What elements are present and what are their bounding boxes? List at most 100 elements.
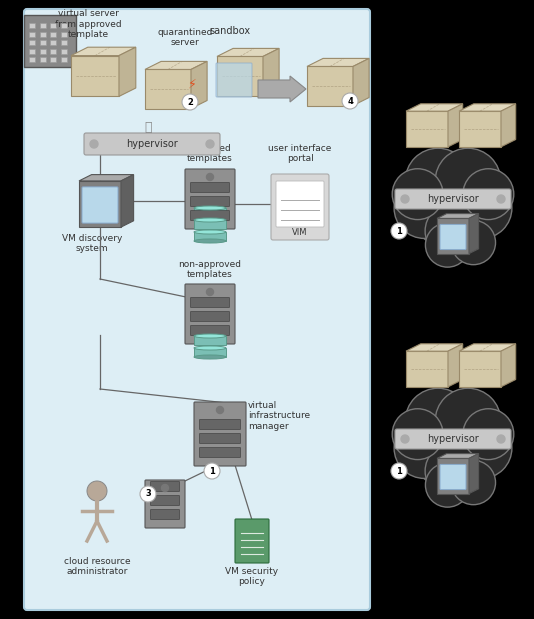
FancyBboxPatch shape — [24, 9, 370, 610]
FancyBboxPatch shape — [60, 48, 67, 54]
Circle shape — [342, 93, 358, 109]
Text: ⚡: ⚡ — [187, 77, 197, 90]
FancyBboxPatch shape — [191, 196, 230, 207]
FancyBboxPatch shape — [40, 57, 46, 62]
Polygon shape — [406, 351, 448, 387]
Polygon shape — [79, 181, 121, 227]
Polygon shape — [406, 111, 448, 147]
Text: hypervisor: hypervisor — [427, 434, 479, 444]
Polygon shape — [194, 208, 226, 217]
FancyBboxPatch shape — [235, 519, 269, 563]
Text: 1: 1 — [396, 467, 402, 475]
Polygon shape — [121, 175, 134, 227]
Circle shape — [497, 195, 505, 203]
Circle shape — [207, 173, 214, 181]
Polygon shape — [459, 351, 501, 387]
Ellipse shape — [194, 334, 226, 338]
FancyBboxPatch shape — [216, 63, 252, 97]
Polygon shape — [217, 56, 263, 95]
Polygon shape — [194, 220, 226, 229]
Text: VM security
policy: VM security policy — [225, 567, 279, 586]
Ellipse shape — [194, 346, 226, 350]
FancyBboxPatch shape — [50, 57, 56, 62]
Polygon shape — [79, 175, 134, 181]
Polygon shape — [145, 69, 191, 108]
FancyBboxPatch shape — [151, 509, 179, 519]
Polygon shape — [501, 104, 516, 147]
FancyBboxPatch shape — [200, 448, 240, 457]
FancyBboxPatch shape — [191, 298, 230, 308]
FancyBboxPatch shape — [271, 174, 329, 240]
FancyBboxPatch shape — [84, 133, 220, 155]
Polygon shape — [71, 56, 119, 97]
Text: approved
templates: approved templates — [187, 144, 233, 163]
Polygon shape — [71, 47, 136, 56]
FancyBboxPatch shape — [60, 32, 67, 37]
Polygon shape — [448, 104, 462, 147]
FancyBboxPatch shape — [60, 57, 67, 62]
Text: virtual server
from approved
template: virtual server from approved template — [54, 9, 121, 39]
FancyBboxPatch shape — [191, 326, 230, 335]
Text: non-approved
templates: non-approved templates — [178, 259, 241, 279]
Text: sandbox: sandbox — [209, 26, 250, 36]
Circle shape — [391, 223, 407, 239]
FancyBboxPatch shape — [194, 402, 246, 466]
FancyBboxPatch shape — [29, 48, 35, 54]
Text: 1: 1 — [396, 227, 402, 235]
FancyBboxPatch shape — [50, 40, 56, 45]
Ellipse shape — [194, 218, 226, 222]
Text: 🔒: 🔒 — [144, 121, 152, 134]
Text: 2: 2 — [187, 98, 193, 106]
Polygon shape — [191, 61, 207, 108]
FancyBboxPatch shape — [60, 24, 67, 28]
Polygon shape — [469, 454, 478, 493]
Text: 4: 4 — [347, 97, 353, 105]
Polygon shape — [263, 48, 279, 95]
FancyBboxPatch shape — [440, 464, 466, 490]
Polygon shape — [437, 454, 478, 459]
Polygon shape — [406, 104, 462, 111]
Polygon shape — [448, 344, 462, 387]
Ellipse shape — [194, 230, 226, 234]
Circle shape — [497, 435, 505, 443]
Text: cloud resource
administrator: cloud resource administrator — [64, 557, 130, 576]
Text: 3: 3 — [145, 490, 151, 498]
FancyBboxPatch shape — [82, 187, 118, 223]
FancyBboxPatch shape — [191, 183, 230, 193]
FancyBboxPatch shape — [50, 24, 56, 28]
Polygon shape — [437, 459, 469, 493]
FancyBboxPatch shape — [29, 57, 35, 62]
Circle shape — [90, 140, 98, 148]
Text: VIM: VIM — [292, 228, 308, 236]
Text: hypervisor: hypervisor — [126, 139, 178, 149]
Polygon shape — [469, 214, 478, 254]
Circle shape — [401, 435, 409, 443]
FancyBboxPatch shape — [40, 24, 46, 28]
Circle shape — [391, 463, 407, 479]
Circle shape — [206, 140, 214, 148]
Circle shape — [204, 463, 220, 479]
FancyBboxPatch shape — [151, 495, 179, 506]
FancyBboxPatch shape — [200, 420, 240, 430]
Polygon shape — [459, 111, 501, 147]
FancyBboxPatch shape — [40, 32, 46, 37]
Text: VM discovery
system: VM discovery system — [62, 234, 122, 253]
Text: virtual
infrastructure
manager: virtual infrastructure manager — [248, 401, 310, 431]
Circle shape — [140, 486, 156, 502]
Circle shape — [216, 407, 224, 413]
FancyBboxPatch shape — [145, 480, 185, 528]
Circle shape — [161, 485, 169, 491]
Polygon shape — [194, 232, 226, 241]
FancyBboxPatch shape — [60, 40, 67, 45]
Polygon shape — [217, 48, 279, 56]
Polygon shape — [307, 58, 369, 66]
Text: hypervisor: hypervisor — [427, 194, 479, 204]
Text: user interface
portal: user interface portal — [268, 144, 332, 163]
FancyBboxPatch shape — [191, 311, 230, 321]
Polygon shape — [437, 214, 478, 219]
FancyBboxPatch shape — [395, 429, 511, 449]
Text: 1: 1 — [209, 467, 215, 475]
FancyBboxPatch shape — [29, 24, 35, 28]
Polygon shape — [459, 104, 516, 111]
Polygon shape — [307, 66, 353, 106]
